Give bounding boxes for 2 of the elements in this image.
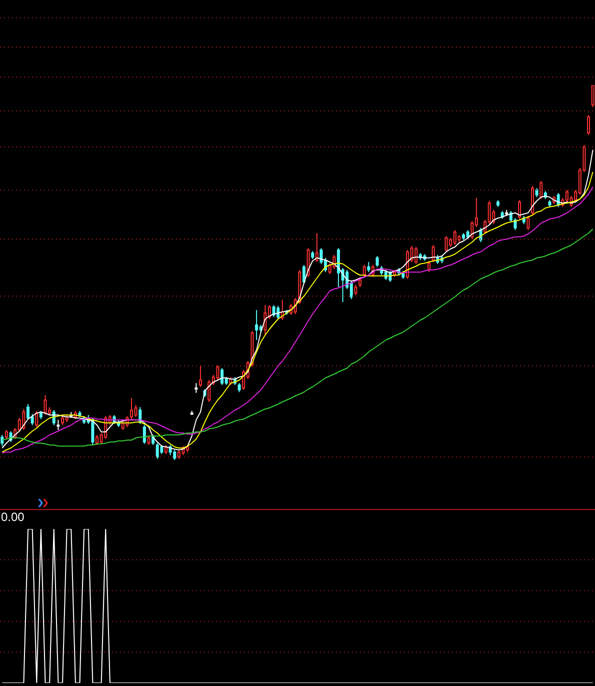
text: 0.00	[1, 510, 24, 524]
candlestick	[255, 310, 258, 340]
